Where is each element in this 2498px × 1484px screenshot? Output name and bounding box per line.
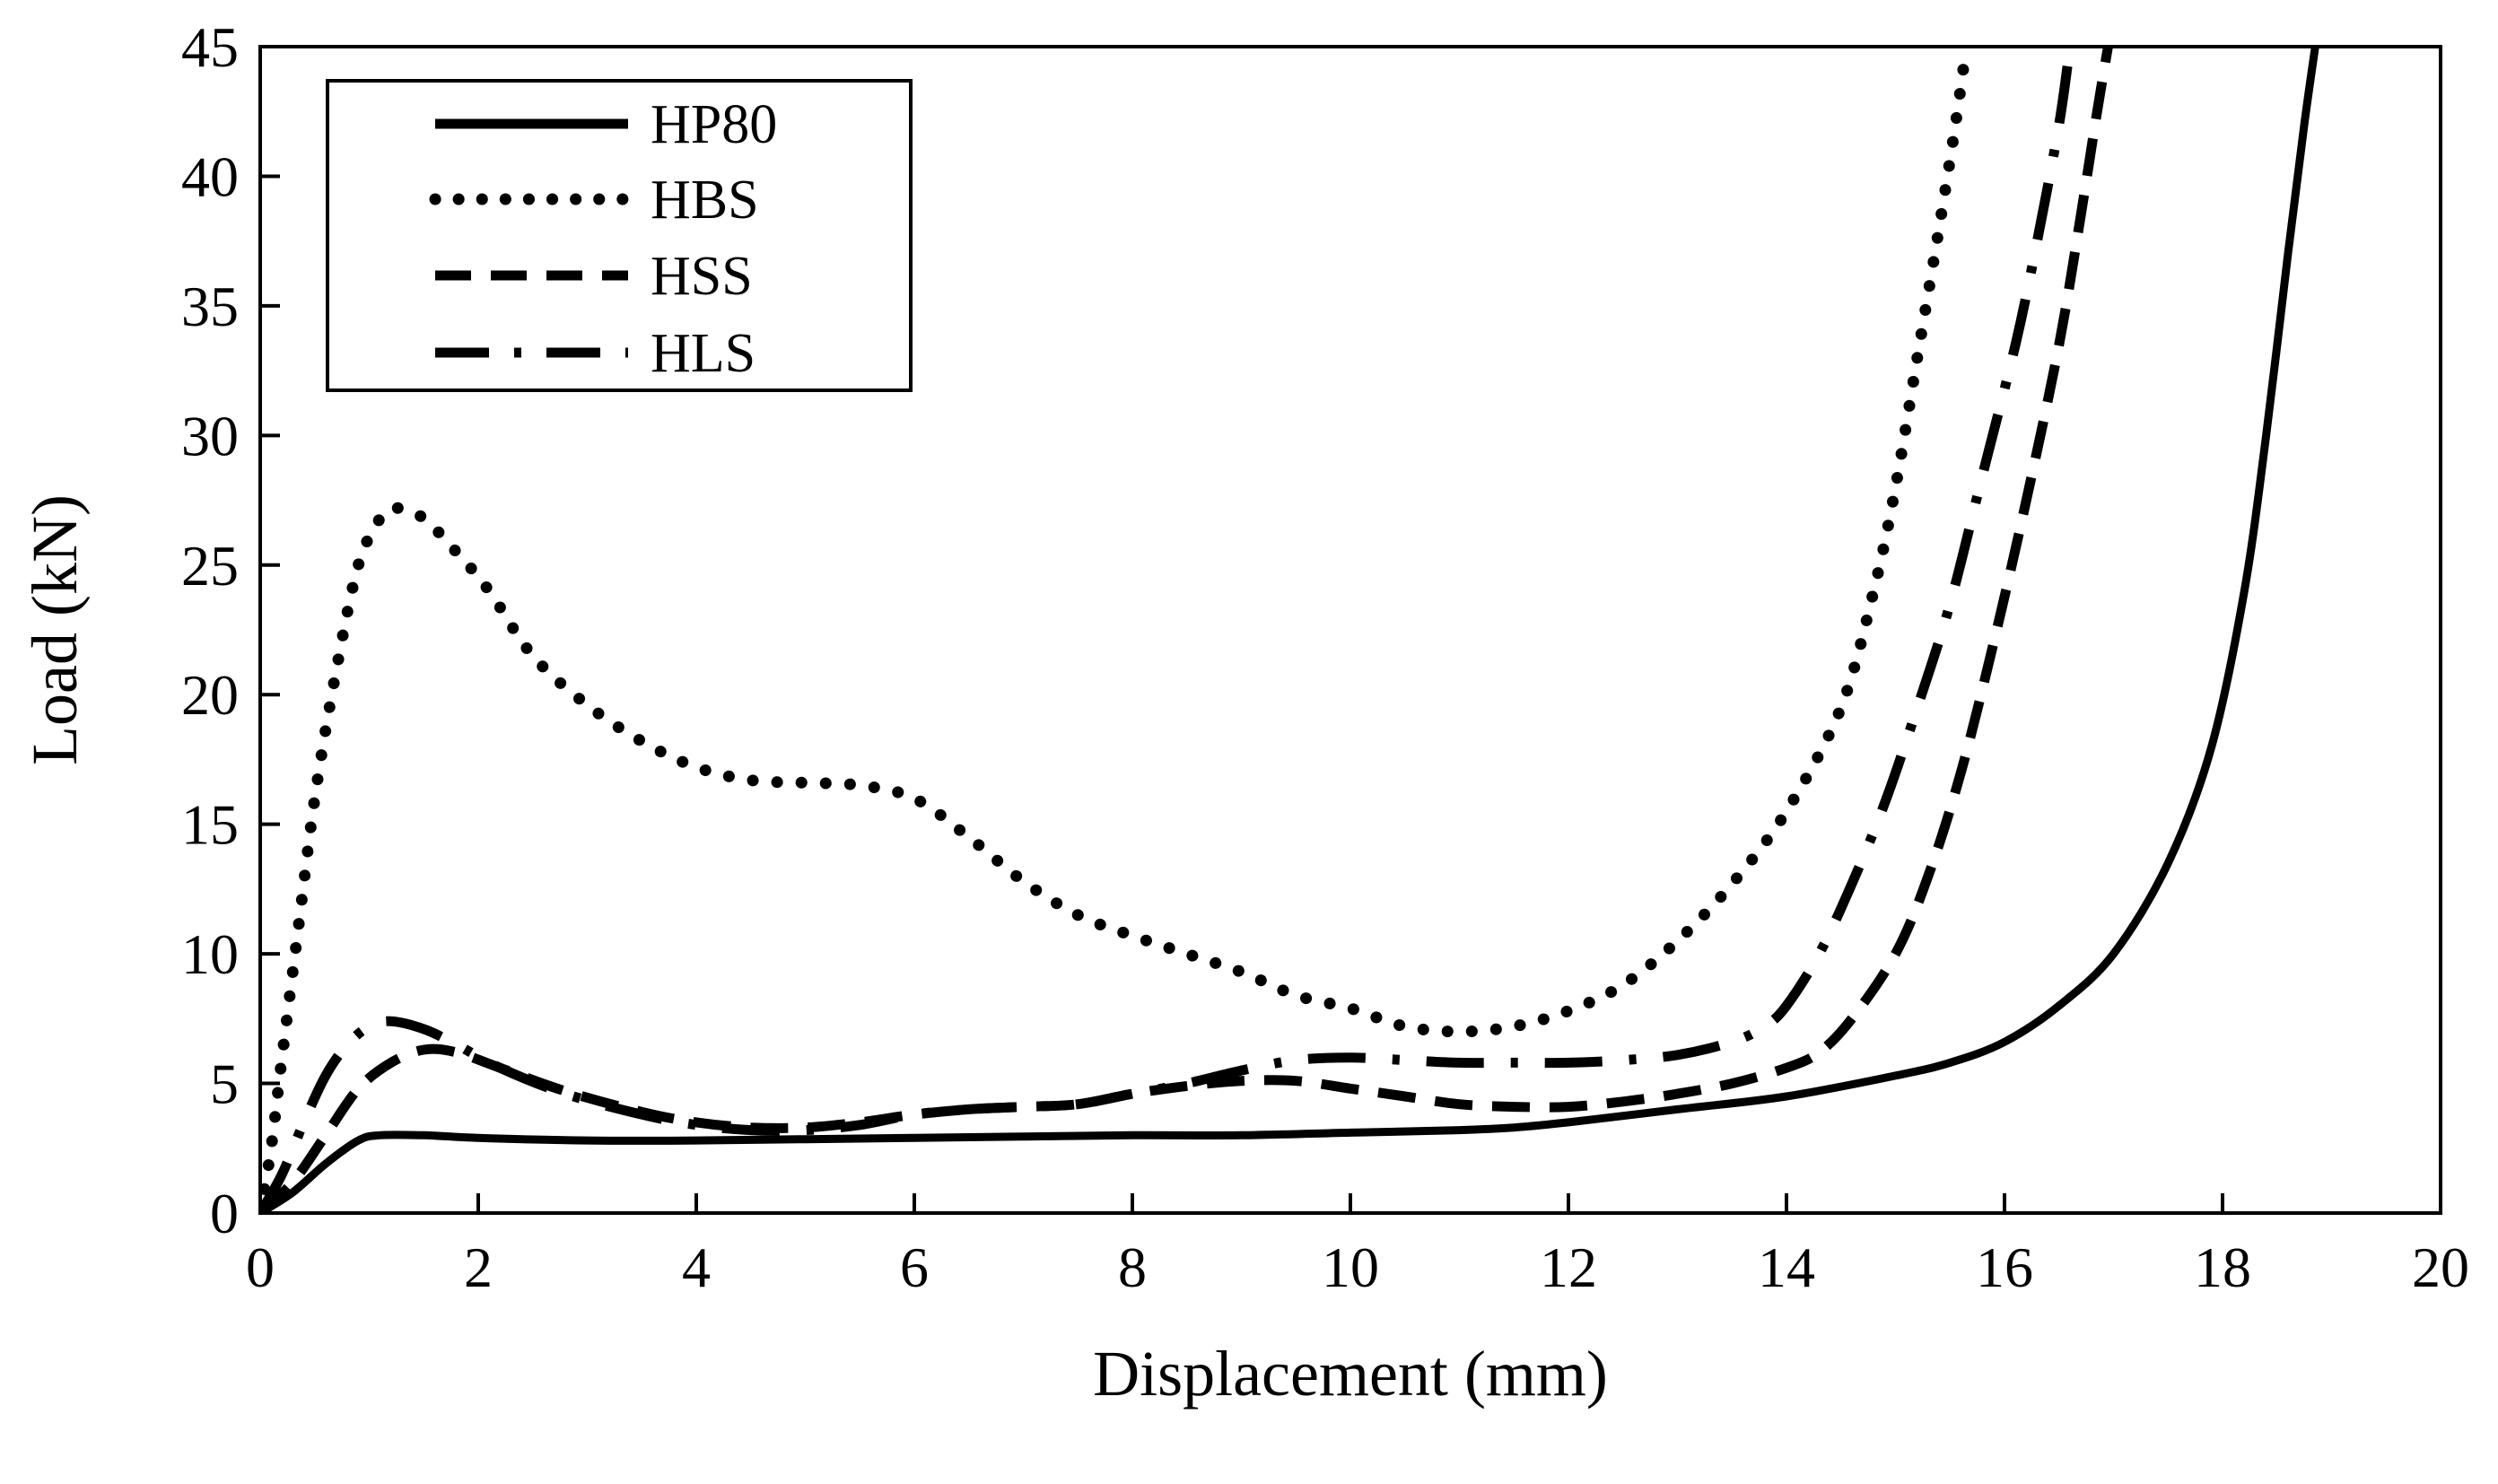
x-tick-label: 10 [1322,1235,1379,1299]
y-tick-label: 0 [210,1182,239,1245]
x-tick-label: 2 [464,1235,493,1299]
legend-label-hp80: HP80 [651,94,777,155]
series-line-hp80 [260,47,2319,1213]
legend: HP80 HBS HSS HLS [326,79,913,392]
x-tick-label: 14 [1758,1235,1815,1299]
y-tick-label: 35 [181,275,239,338]
y-axis-title: Load (kN) [19,494,91,765]
series-line-hls [260,47,2075,1213]
y-tick-label: 20 [181,663,239,727]
x-tick-label: 20 [2412,1235,2469,1299]
legend-label-hss: HSS [651,246,753,307]
x-tick-label: 16 [1976,1235,2033,1299]
y-tick-label: 10 [181,922,239,986]
series-layer [260,47,2319,1213]
x-tick-label: 8 [1118,1235,1147,1299]
x-tick-label: 18 [2194,1235,2251,1299]
y-tick-label: 30 [181,404,239,467]
x-tick-label: 6 [900,1235,929,1299]
y-axis-ticks: 0 5 10 15 20 25 30 35 40 45 [181,15,280,1245]
series-line-hss [260,47,2113,1213]
x-axis-ticks: 0 2 4 6 8 10 12 14 16 18 20 [246,1193,2469,1299]
series-line-hbs [260,47,1972,1213]
y-tick-label: 25 [181,534,239,598]
y-tick-label: 5 [210,1052,239,1116]
y-tick-label: 15 [181,793,239,857]
x-tick-label: 4 [682,1235,711,1299]
y-tick-label: 45 [181,15,239,79]
legend-box [326,79,913,392]
x-axis-title: Displacement (mm) [1093,1338,1608,1410]
x-tick-label: 0 [246,1235,275,1299]
x-tick-label: 12 [1540,1235,1597,1299]
legend-label-hbs: HBS [651,170,759,231]
y-tick-label: 40 [181,144,239,208]
legend-label-hls: HLS [651,323,756,384]
